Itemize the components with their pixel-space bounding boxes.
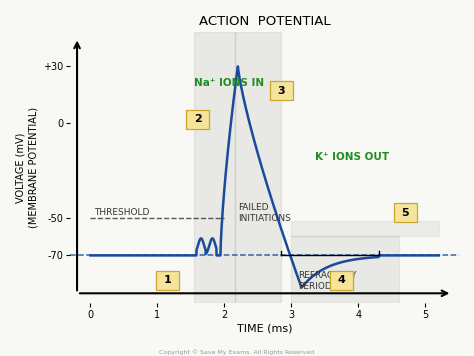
Text: 3: 3 — [278, 86, 285, 96]
Text: 1: 1 — [164, 275, 172, 285]
Title: ACTION  POTENTIAL: ACTION POTENTIAL — [199, 15, 330, 28]
Text: 5: 5 — [401, 208, 409, 218]
Text: Na⁺ IONS IN: Na⁺ IONS IN — [194, 78, 264, 88]
Text: 4: 4 — [338, 275, 346, 285]
Bar — [194, 32, 235, 303]
X-axis label: TIME (ms): TIME (ms) — [237, 324, 292, 334]
Bar — [292, 221, 439, 236]
Text: REFRACTORY
PERIOD: REFRACTORY PERIOD — [298, 271, 356, 290]
FancyBboxPatch shape — [394, 203, 417, 222]
Y-axis label: VOLTAGE (mV)
(MEMBRANE POTENTIAL): VOLTAGE (mV) (MEMBRANE POTENTIAL) — [15, 107, 39, 228]
FancyBboxPatch shape — [270, 81, 293, 100]
Text: Copyright © Save My Exams. All Rights Reserved: Copyright © Save My Exams. All Rights Re… — [159, 350, 315, 355]
FancyBboxPatch shape — [186, 110, 210, 129]
Text: 2: 2 — [194, 114, 201, 124]
Bar — [235, 32, 282, 303]
Text: FAILED
INITIATIONS: FAILED INITIATIONS — [238, 203, 291, 223]
Text: K⁺ IONS OUT: K⁺ IONS OUT — [315, 152, 389, 162]
Text: THRESHOLD: THRESHOLD — [94, 208, 149, 217]
FancyBboxPatch shape — [156, 271, 179, 289]
FancyBboxPatch shape — [330, 271, 354, 289]
Bar — [292, 236, 399, 303]
